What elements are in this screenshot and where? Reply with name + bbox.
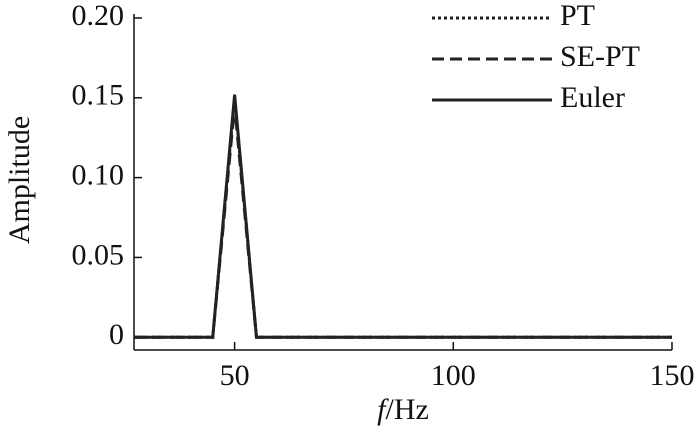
legend-label: SE-PT bbox=[560, 40, 640, 73]
y-tick-label: 0.05 bbox=[72, 238, 125, 271]
y-tick-label: 0.20 bbox=[72, 0, 125, 32]
y-tick-label: 0.10 bbox=[72, 159, 125, 192]
x-tick-label: 50 bbox=[220, 359, 250, 392]
legend-label: Euler bbox=[560, 81, 625, 114]
x-tick-label: 150 bbox=[650, 359, 695, 392]
x-axis-label: f/Hz bbox=[377, 393, 429, 426]
x-tick-label: 100 bbox=[431, 359, 476, 392]
y-tick-label: 0 bbox=[109, 318, 124, 351]
legend-label: PT bbox=[560, 0, 595, 32]
y-axis-label: Amplitude bbox=[3, 116, 36, 244]
series-line bbox=[134, 94, 672, 339]
y-tick-label: 0.15 bbox=[72, 79, 125, 112]
x-axis-label-unit: /Hz bbox=[386, 393, 429, 426]
